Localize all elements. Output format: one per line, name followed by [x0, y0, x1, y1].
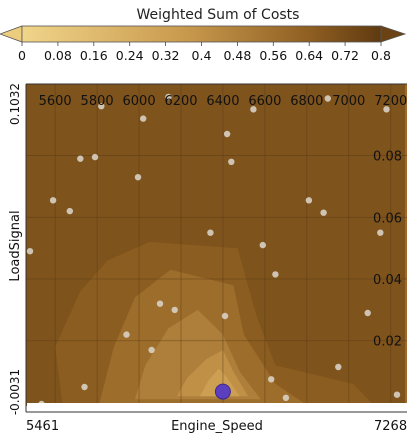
sample-point	[171, 306, 178, 314]
colorbar-tick-label: 0.8	[371, 48, 391, 63]
sample-point	[393, 391, 401, 398]
x-axis-title: Engine_Speed	[171, 419, 263, 434]
sample-point	[320, 209, 327, 216]
sample-point	[272, 271, 279, 278]
sample-point	[81, 383, 88, 391]
x-tick-label: 6600	[248, 94, 281, 109]
y-axis-title: LoadSignal	[8, 210, 23, 281]
y-tick-label: 0.04	[373, 273, 402, 288]
sample-point	[223, 130, 231, 138]
colorbar-left-arrow	[0, 25, 23, 43]
sample-point	[156, 300, 164, 307]
sample-point	[268, 376, 275, 383]
colorbar-title: Weighted Sum of Costs	[137, 7, 300, 23]
sample-point	[26, 248, 34, 255]
sample-point	[140, 115, 147, 122]
sample-point	[148, 346, 155, 354]
plot-bottom-strip	[27, 403, 407, 407]
sample-point	[49, 197, 57, 204]
colorbar-tick-label: 0.32	[152, 48, 180, 63]
sample-point	[335, 363, 342, 371]
sample-point	[259, 241, 266, 249]
colorbar-tick-label: 0.4	[192, 48, 212, 63]
colorbar-tick-label: 0	[18, 48, 26, 63]
colorbar-tick-label: 0.48	[223, 48, 251, 63]
x-tick-label: 6000	[123, 94, 156, 109]
sample-point	[305, 197, 313, 204]
sample-point	[324, 95, 331, 102]
x-tick-label: 5800	[81, 94, 114, 109]
y-max-label: 0.1032	[8, 83, 22, 125]
x-tick-label: 7200	[374, 94, 407, 109]
x-tick-label: 5600	[39, 94, 72, 109]
sample-point	[98, 103, 105, 110]
x-max-label: 7268	[374, 419, 407, 434]
colorbar-gradient	[21, 25, 382, 43]
x-tick-label: 6800	[290, 94, 323, 109]
sample-point	[250, 106, 257, 113]
colorbar-tick-label: 0.16	[80, 48, 108, 63]
sample-point	[123, 331, 130, 338]
colorbar-tick-label: 0.24	[116, 48, 144, 63]
y-tick-label: 0.06	[373, 211, 402, 226]
sample-point	[383, 106, 390, 113]
sample-point	[364, 309, 371, 317]
sample-point	[134, 174, 142, 181]
x-tick-label: 6200	[164, 94, 197, 109]
colorbar-tick-label: 0.72	[331, 48, 359, 63]
sample-point	[377, 229, 384, 236]
grid-lines	[26, 84, 407, 406]
y-min-label: -0.0031	[8, 369, 22, 415]
colorbar-ticks: 0 0.08 0.16 0.24 0.32 0.4 0.48 0.56 0.64 0.72 0.8	[18, 42, 391, 63]
contour-fills	[26, 84, 405, 406]
sample-point	[282, 394, 290, 401]
y-tick-label: 0.02	[373, 335, 402, 350]
x-tick-label: 7000	[332, 94, 365, 109]
colorbar-right-arrow	[380, 25, 407, 43]
sample-point	[165, 93, 172, 101]
colorbar-tick-label: 0.64	[295, 48, 323, 63]
sample-point	[228, 158, 235, 165]
plot-area	[26, 84, 407, 406]
sample-point	[221, 312, 229, 320]
sample-point	[66, 207, 74, 215]
x-tick-label: 6400	[206, 94, 239, 109]
tick-labels: 5600 5800 6000 6200 6400 6600 6800 7000 7200 0.08…	[39, 94, 407, 350]
sample-point	[91, 153, 99, 161]
colorbar-tick-label: 0.56	[259, 48, 287, 63]
y-tick-label: 0.08	[373, 150, 402, 165]
sample-points	[26, 93, 401, 406]
highlight-point[interactable]	[214, 383, 231, 400]
sample-point	[207, 229, 214, 236]
colorbar-tick-label: 0.08	[44, 48, 72, 63]
sample-point	[77, 155, 84, 162]
x-min-label: 5461	[26, 419, 59, 434]
